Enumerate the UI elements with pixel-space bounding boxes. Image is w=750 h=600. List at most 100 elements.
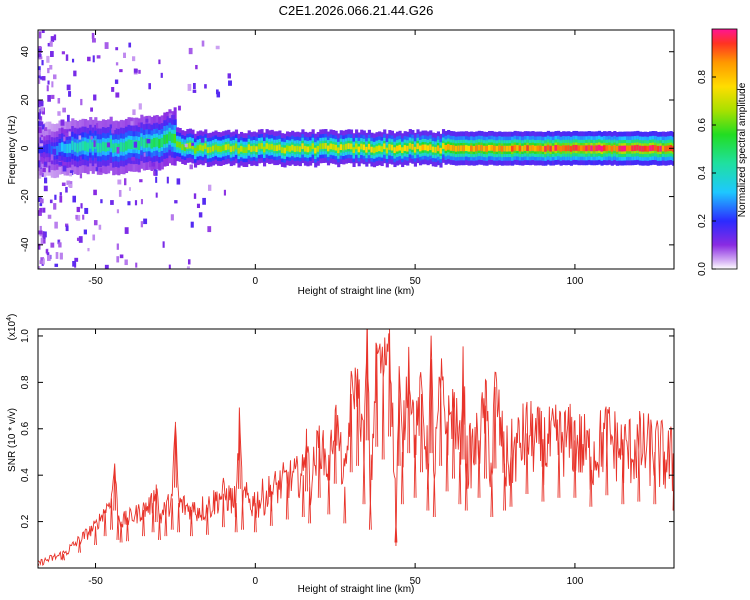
spectrogram-cell — [518, 145, 522, 152]
spectrogram-noise-cell — [73, 70, 77, 77]
spectrogram-noise-cell — [124, 227, 129, 234]
spectrogram-cell — [567, 145, 571, 152]
spectrogram-noise-cell — [132, 109, 136, 116]
spectrogram-cell — [398, 144, 402, 151]
spectrogram-noise-cell — [130, 121, 134, 126]
spectrogram-noise-cell — [63, 136, 66, 142]
spectrogram-noise-cell — [46, 85, 49, 92]
spectrogram-noise-cell — [42, 232, 46, 240]
spectrogram-cell — [165, 134, 169, 144]
spectrogram-cell — [153, 137, 157, 148]
spectrogram-noise-cell — [54, 263, 59, 267]
spectrogram-noise-cell — [104, 42, 109, 49]
spectrogram-cell — [388, 144, 392, 150]
spectrogram-noise-cell — [41, 158, 45, 164]
spectrogram-noise-cell — [87, 247, 90, 252]
spectrogram-xtick-label: 0 — [253, 276, 259, 287]
spectrogram-noise-cell — [38, 161, 41, 168]
spectrogram-noise-cell — [39, 225, 42, 232]
snr-ytick-label: 0.8 — [20, 375, 31, 389]
snr-ytick-label: 1.0 — [20, 329, 31, 343]
spectrogram-cell — [319, 143, 323, 150]
spectrogram-cell — [160, 137, 164, 148]
spectrogram-noise-cell — [44, 161, 47, 166]
spectrogram-cell — [183, 145, 187, 151]
spectrogram-noise-cell — [146, 138, 151, 144]
spectrogram-cell — [531, 145, 535, 151]
spectrogram-noise-cell — [135, 125, 139, 132]
spectrogram-cell — [439, 147, 443, 154]
spectrogram-cell — [511, 145, 515, 152]
spectrogram-cell — [48, 144, 52, 154]
spectrogram-noise-cell — [124, 259, 128, 266]
spectrogram-cell — [186, 143, 190, 149]
colorbar-ticks: 0.0 0.2 0.4 0.6 0.8 — [697, 70, 716, 276]
spectrogram-noise-cell — [138, 69, 141, 74]
spectrogram-noise-cell — [61, 51, 65, 55]
spectrogram-cell — [372, 147, 377, 154]
spectrogram-noise-cell — [166, 176, 169, 184]
spectrogram-cell — [587, 145, 591, 151]
spectrogram-noise-cell — [223, 189, 226, 196]
spectrogram-noise-cell — [137, 122, 141, 128]
spectrogram-cell — [434, 147, 438, 153]
spectrogram-image — [38, 30, 674, 269]
spectrogram-cell — [659, 145, 663, 152]
spectrogram-noise-cell — [38, 153, 41, 161]
spectrogram-noise-cell — [65, 132, 69, 137]
spectrogram-cell — [94, 139, 98, 149]
spectrogram-noise-cell — [38, 70, 41, 76]
spectrogram-cell — [339, 144, 343, 151]
spectrogram-cell — [283, 147, 287, 154]
spectrogram-cell — [214, 144, 218, 151]
spectrogram-cell — [301, 143, 305, 150]
spectrogram-cell — [170, 133, 175, 143]
spectrogram-cell — [628, 145, 632, 152]
spectrogram-cell — [467, 145, 471, 152]
spectrogram-cell — [224, 144, 228, 151]
spectrogram-cell — [431, 146, 435, 153]
spectrogram-cell — [239, 145, 244, 152]
spectrogram-cell — [293, 146, 297, 152]
spectrogram-noise-cell — [133, 141, 138, 148]
spectrogram-cell — [352, 147, 356, 154]
spectrogram-cell — [367, 143, 371, 150]
spectrogram-cell — [654, 145, 658, 151]
spectrogram-cell — [314, 147, 318, 154]
spectrogram-noise-cell — [38, 66, 41, 73]
spectrogram-noise-cell — [202, 197, 206, 205]
spectrogram-cell — [219, 146, 223, 153]
spectrogram-cell — [234, 143, 239, 150]
spectrogram-cell — [99, 143, 103, 153]
spectrogram-noise-cell — [171, 114, 175, 120]
spectrogram-noise-cell — [143, 218, 148, 225]
spectrogram-cell — [610, 145, 614, 152]
spectrogram-cell — [457, 145, 461, 152]
snr-scale-exponent: 4 — [6, 317, 13, 321]
spectrogram-cell — [631, 145, 635, 152]
spectrogram-noise-cell — [91, 32, 95, 39]
spectrogram-cell — [539, 145, 543, 152]
spectrogram-noise-cell — [39, 207, 42, 213]
snr-scale-close: ) — [7, 314, 18, 317]
spectrogram-noise-cell — [124, 178, 127, 186]
spectrogram-cell — [324, 143, 328, 149]
spectrogram-noise-cell — [115, 62, 119, 66]
spectrogram-cell — [480, 145, 484, 151]
spectrogram-noise-cell — [151, 162, 156, 167]
spectrogram-noise-cell — [46, 254, 51, 261]
spectrogram-noise-cell — [128, 42, 132, 48]
spectrogram-noise-cell — [115, 47, 119, 51]
spectrogram-cell — [168, 131, 172, 141]
spectrogram-cell — [421, 144, 425, 151]
spectrogram-noise-cell — [40, 107, 45, 112]
spectrogram-noise-cell — [145, 118, 149, 123]
spectrogram-cell — [536, 145, 540, 152]
spectrogram-cell — [513, 144, 517, 151]
spectrogram-noise-cell — [40, 100, 44, 107]
spectrogram-cell — [603, 145, 607, 151]
spectrogram-cell — [81, 141, 85, 151]
spectrogram-cell — [626, 145, 630, 152]
colorbar-tick-label: 0.2 — [697, 214, 708, 228]
spectrogram-noise-cell — [215, 45, 220, 50]
